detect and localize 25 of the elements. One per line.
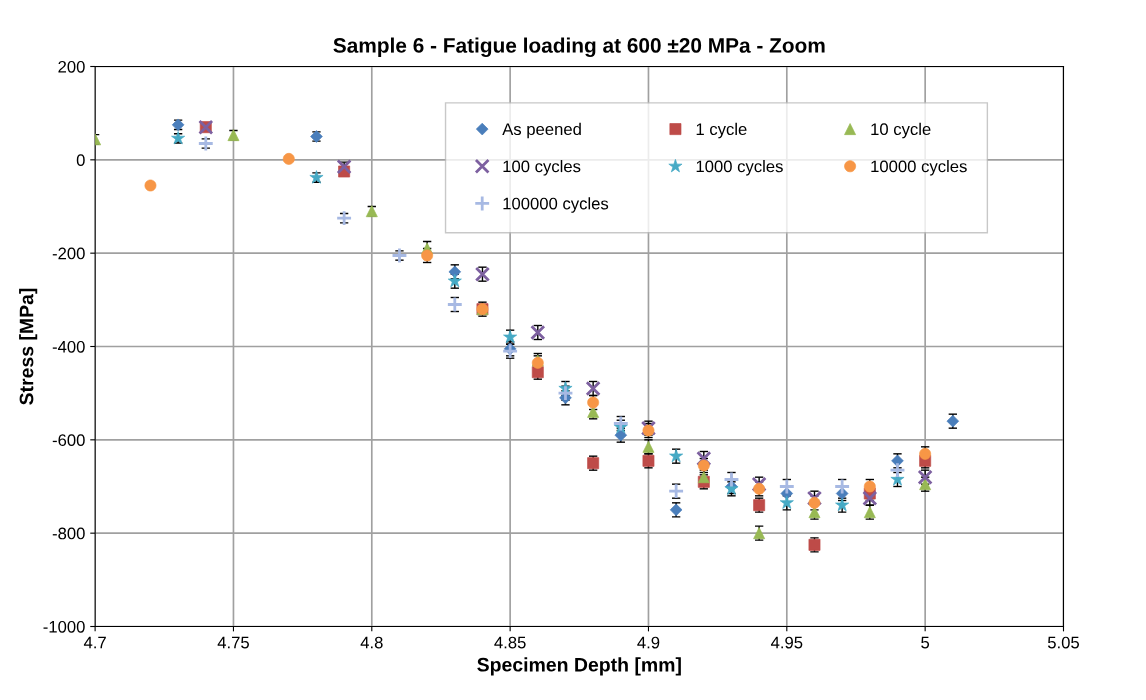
- legend-label: 10 cycle: [871, 122, 931, 139]
- x-tick-label: 4.7: [83, 636, 106, 649]
- y-axis-title: Stress [MPa]: [19, 288, 38, 405]
- y-tick-label: -600: [52, 434, 85, 447]
- y-tick-label: -1000: [43, 620, 85, 633]
- x-tick-label: 4.8: [360, 636, 383, 649]
- legend-label: 10000 cycles: [871, 160, 967, 176]
- y-tick-label: -400: [52, 340, 85, 353]
- x-axis-title: Specimen Depth [mm]: [477, 657, 681, 676]
- x-tick-label: 5: [921, 636, 930, 649]
- x-tick-label: 4.75: [217, 636, 249, 649]
- y-tick-label: -800: [52, 527, 85, 540]
- chart-title: Sample 6 - Fatigue loading at 600 ±20 MPa - Zoom: [333, 37, 825, 58]
- legend-label: 1000 cycles: [696, 160, 783, 176]
- x-tick-label: 5.05: [1047, 636, 1080, 649]
- x-tick-label: 4.85: [494, 636, 526, 649]
- legend-label: 1 cycle: [696, 122, 747, 139]
- legend-label: 100000 cycles: [503, 197, 609, 213]
- y-tick-label: 0: [76, 154, 85, 167]
- y-tick-label: 200: [58, 60, 85, 73]
- legend-label: As peened: [502, 122, 581, 139]
- y-tick-label: -200: [52, 247, 85, 260]
- x-tick-label: 4.95: [770, 636, 803, 649]
- legend-label: 100 cycles: [503, 160, 581, 176]
- x-tick-label: 4.9: [637, 636, 660, 649]
